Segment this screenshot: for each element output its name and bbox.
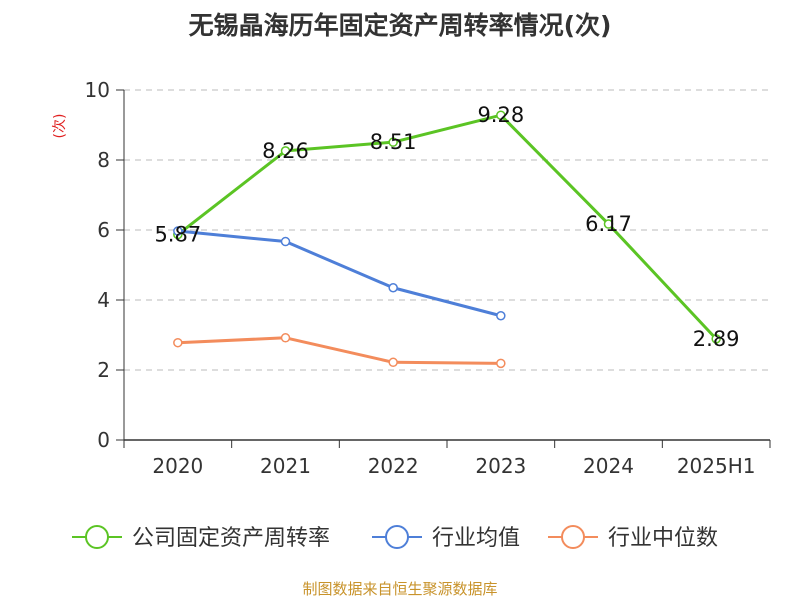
data-point[interactable] [280,146,291,156]
y-tick-label: 10 [85,78,110,102]
legend-label: 行业中位数 [608,526,718,551]
legend: 公司固定资产周转率 行业均值 行业中位数 [72,525,718,551]
data-label: 5.87 [154,223,201,247]
data-point[interactable] [388,283,398,293]
data-point[interactable] [280,236,291,247]
source-note: 制图数据来自恒生聚源数据库 [302,580,498,598]
data-point[interactable] [280,333,291,343]
legend-label: 公司固定资产周转率 [132,526,330,551]
legend-swatch-marker [561,525,585,549]
x-tick-label: 2021 [260,454,311,478]
x-tick-label: 2024 [583,454,634,478]
series-line-2 [177,336,501,365]
data-point[interactable] [388,137,398,147]
x-tick-label: 2025H1 [677,454,756,478]
chart-title: 无锡晶海历年固定资产周转率情况(次) [188,11,612,40]
data-labels: 5.87 8.26 8.51 9.28 6.17 2.89 [154,103,739,351]
data-label: 8.26 [262,139,309,163]
axes: 0 2 4 6 8 10 (次) 2020 2021 2022 2023 2024 2025H1 [52,78,771,478]
legend-item-2[interactable]: 行业中位数 [548,525,718,551]
data-point[interactable] [496,358,506,369]
y-tick-label: 4 [97,288,110,312]
x-tick-label: 2023 [475,454,526,478]
series-line-0 [176,113,718,340]
data-point[interactable] [711,334,721,344]
legend-item-0[interactable]: 公司固定资产周转率 [72,525,330,551]
data-label: 8.51 [370,130,417,154]
data-point[interactable] [603,219,614,229]
y-tick-label: 0 [97,428,110,452]
legend-swatch-marker [85,525,109,549]
data-point[interactable] [388,357,398,368]
legend-swatch-marker [385,525,409,549]
legend-label: 行业均值 [432,526,520,551]
data-point[interactable] [173,337,183,348]
data-label: 2.89 [693,327,740,351]
x-tick-label: 2020 [152,454,203,478]
series-line-1 [177,229,502,318]
data-point[interactable] [496,311,506,321]
data-point[interactable] [173,226,183,236]
y-tick-label: 6 [97,218,110,242]
x-tick-label: 2022 [368,454,419,478]
data-label: 6.17 [585,212,632,236]
data-label: 9.28 [477,103,524,127]
y-tick-label: 8 [97,148,110,172]
y-tick-label: 2 [97,358,110,382]
legend-item-1[interactable]: 行业均值 [372,525,520,551]
y-axis-label: (次) [52,114,68,139]
series-lines [173,110,721,369]
grid-lines [124,89,770,371]
data-point[interactable] [496,110,506,120]
